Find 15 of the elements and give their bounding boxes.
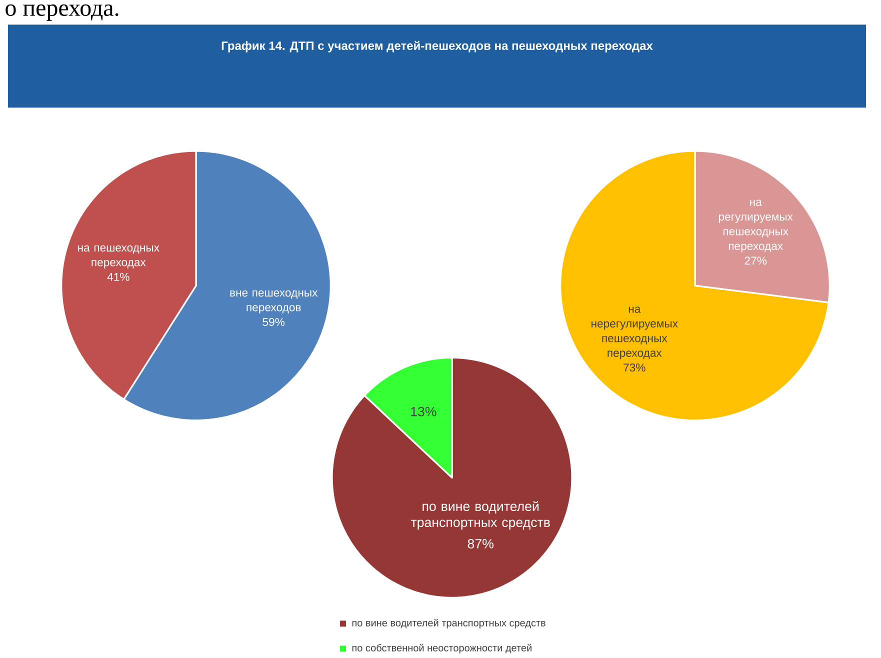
slice-label: на нерегулируемых пешеходных переходах (592, 306, 678, 360)
data-label: 59% (262, 318, 285, 326)
text: График 14. ДТП с участием детей-пешеходов на пешеходных переходах (222, 41, 653, 52)
legend-label: по собственной неосторожности детей (352, 644, 532, 654)
data-label: 87% (468, 539, 494, 549)
slice-label: на регулируемых пешеходных переходах (718, 200, 793, 252)
data-label: 27% (744, 256, 767, 265)
slice-label: на пешеходных переходах (78, 245, 160, 269)
text: по вине водителей транспортных средств (410, 501, 550, 530)
slice-label: вне пешеходных переходов (230, 290, 318, 314)
data-label: 41% (107, 273, 130, 281)
data-label: 73% (624, 364, 646, 372)
text: о перехода. (6, 4, 118, 21)
data-label: 13% (411, 406, 436, 416)
legend-label: по вине водителей транспортных средств (352, 618, 546, 628)
